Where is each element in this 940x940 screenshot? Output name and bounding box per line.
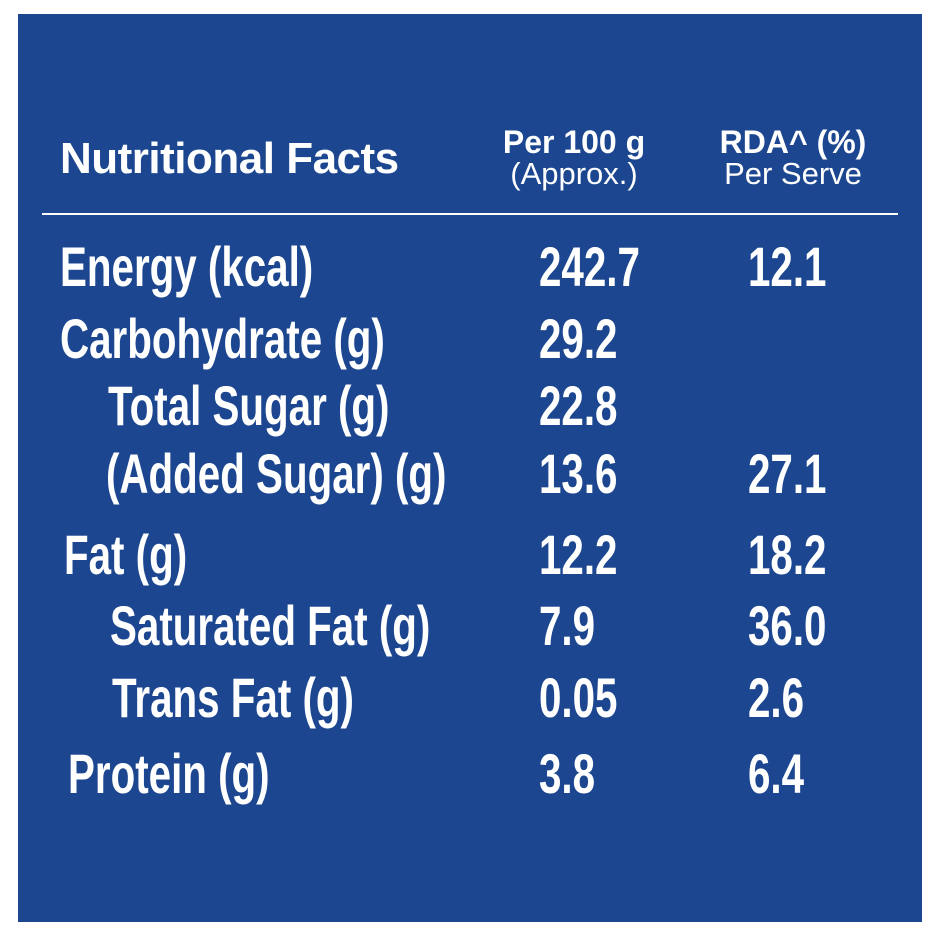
column-header-main: Per 100 g bbox=[502, 124, 646, 160]
row-value-added-sugar-per100g: 13.6 bbox=[539, 442, 618, 505]
nutrition-panel: Nutritional Facts Per 100 g (Approx.) RD… bbox=[18, 14, 922, 922]
row-value-trans-fat-per100g: 0.05 bbox=[539, 666, 618, 729]
row-label-trans-fat: Trans Fat (g) bbox=[112, 666, 354, 729]
row-value-added-sugar-rda: 27.1 bbox=[748, 442, 827, 505]
row-label-protein: Protein (g) bbox=[68, 742, 270, 805]
column-header-main: RDA^ (%) bbox=[719, 124, 867, 160]
table-title: Nutritional Facts bbox=[60, 134, 399, 183]
header-divider bbox=[42, 213, 898, 215]
row-label-energy: Energy (kcal) bbox=[60, 235, 314, 298]
row-value-saturated-fat-rda: 36.0 bbox=[748, 594, 827, 657]
row-value-carbohydrate-per100g: 29.2 bbox=[539, 307, 618, 370]
column-header-sub: (Approx.) bbox=[510, 156, 638, 191]
row-value-fat-rda: 18.2 bbox=[748, 523, 827, 586]
row-label-fat: Fat (g) bbox=[64, 523, 188, 586]
row-value-energy-per100g: 242.7 bbox=[539, 235, 640, 298]
row-value-protein-rda: 6.4 bbox=[748, 742, 805, 805]
column-header-per-100g: Per 100 g (Approx.) bbox=[494, 126, 654, 189]
row-value-saturated-fat-per100g: 7.9 bbox=[539, 594, 596, 657]
row-value-fat-per100g: 12.2 bbox=[539, 523, 618, 586]
row-label-carbohydrate: Carbohydrate (g) bbox=[60, 307, 385, 370]
row-label-added-sugar: (Added Sugar) (g) bbox=[106, 442, 447, 505]
row-label-total-sugar: Total Sugar (g) bbox=[108, 374, 390, 437]
column-header-sub: Per Serve bbox=[724, 156, 862, 191]
row-label-saturated-fat: Saturated Fat (g) bbox=[110, 594, 431, 657]
row-value-energy-rda: 12.1 bbox=[748, 235, 827, 298]
row-value-trans-fat-rda: 2.6 bbox=[748, 666, 805, 729]
column-header-rda: RDA^ (%) Per Serve bbox=[698, 126, 888, 189]
row-value-protein-per100g: 3.8 bbox=[539, 742, 596, 805]
row-value-total-sugar-per100g: 22.8 bbox=[539, 374, 618, 437]
